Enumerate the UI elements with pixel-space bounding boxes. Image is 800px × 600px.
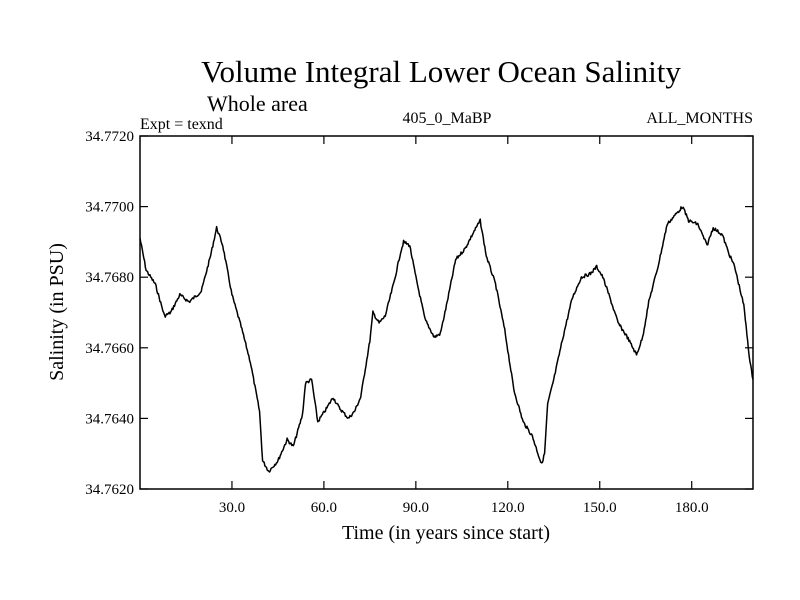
x-tick-label: 180.0 (675, 500, 709, 516)
y-tick-label: 34.7720 (85, 129, 134, 145)
y-tick-label: 34.7640 (85, 411, 134, 427)
y-tick-label: 34.7620 (85, 482, 134, 498)
chart-title: Volume Integral Lower Ocean Salinity (201, 54, 681, 89)
x-axis: 30.0 60.0 90.0 120.0 150.0 180.0 (219, 136, 709, 516)
y-tick-label: 34.7680 (85, 270, 134, 286)
x-tick-label: 30.0 (219, 500, 245, 516)
y-axis: 34.7620 34.7640 34.7660 34.7680 34.7700 34.77… (85, 129, 753, 498)
x-axis-label: Time (in years since start) (342, 522, 550, 544)
y-tick-label: 34.7660 (85, 341, 134, 357)
run-id-label: 405_0_MaBP (403, 110, 492, 127)
chart-subtitle: Whole area (207, 91, 308, 116)
x-tick-label: 60.0 (311, 500, 337, 516)
y-axis-label: Salinity (in PSU) (46, 243, 68, 381)
experiment-label: Expt = texnd (140, 116, 223, 133)
salinity-series-line (139, 206, 754, 473)
x-tick-label: 150.0 (583, 500, 617, 516)
months-label: ALL_MONTHS (646, 110, 753, 127)
y-tick-label: 34.7700 (85, 200, 134, 216)
plot-frame (139, 135, 754, 490)
x-tick-label: 120.0 (491, 500, 525, 516)
x-tick-label: 90.0 (403, 500, 429, 516)
